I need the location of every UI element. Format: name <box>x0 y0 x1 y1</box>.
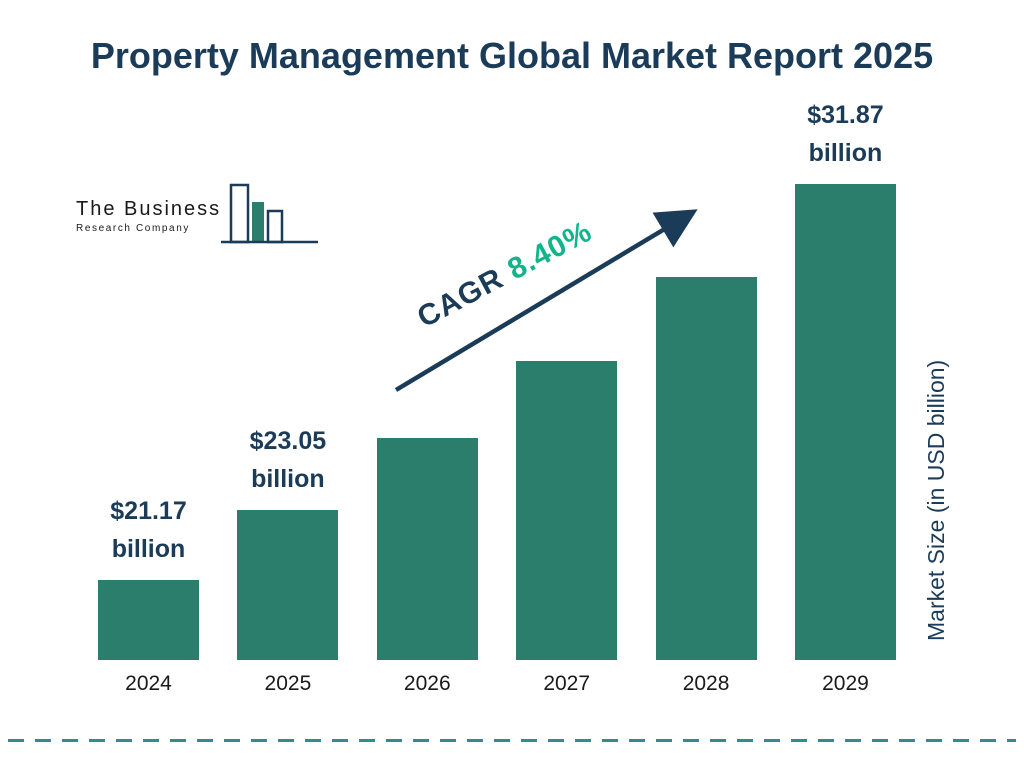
bar-slot-2028: 2028 <box>655 277 757 695</box>
bar-slot-2024: $21.17 billion 2024 <box>98 497 199 695</box>
x-axis-label-2028: 2028 <box>682 672 730 695</box>
x-axis-label-2027: 2027 <box>543 672 591 695</box>
bar-2024 <box>98 580 199 660</box>
value-label-unit: billion <box>111 535 186 563</box>
bar-chart: $21.17 billion 2024 $23.05 billion 2025 2026 20… <box>98 101 896 695</box>
bottom-dashed-divider <box>8 739 1016 742</box>
company-logo: The Business Research Company <box>76 182 321 248</box>
value-label-2024: $21.17 billion <box>54 492 244 568</box>
bar-slot-2025: $23.05 billion 2025 <box>237 427 339 695</box>
value-label-amount: $23.05 <box>249 427 327 455</box>
y-axis-label: Market Size (in USD billion) <box>923 359 949 641</box>
logo-chart-icon <box>221 183 319 244</box>
bar-slot-2027: 2027 <box>516 361 618 695</box>
value-label-unit: billion <box>251 465 325 493</box>
value-label-2025: $23.05 billion <box>193 422 383 498</box>
value-label-amount: $31.87 <box>807 101 884 129</box>
logo-subname: Research Company <box>76 223 190 234</box>
x-axis-label-2026: 2026 <box>403 672 451 695</box>
value-label-amount: $21.17 <box>110 497 187 525</box>
bar-2025 <box>237 510 339 660</box>
bar-2029 <box>794 184 896 660</box>
bar-slot-2026: 2026 <box>376 438 478 695</box>
bar-2027 <box>516 361 618 660</box>
value-label-unit: billion <box>808 139 883 167</box>
bar-slot-2029: $31.87 billion 2029 <box>794 101 896 695</box>
logo-text: The Business Research Company <box>76 198 221 248</box>
x-axis-label-2025: 2025 <box>264 672 312 695</box>
bar-2028 <box>655 277 757 660</box>
x-axis-label-2024: 2024 <box>125 672 172 695</box>
bar-2026 <box>376 438 478 660</box>
value-label-2029: $31.87 billion <box>750 96 940 172</box>
page-title: Property Management Global Market Report… <box>90 35 934 76</box>
logo-name: The Business <box>76 198 222 220</box>
x-axis-label-2029: 2029 <box>822 672 869 695</box>
